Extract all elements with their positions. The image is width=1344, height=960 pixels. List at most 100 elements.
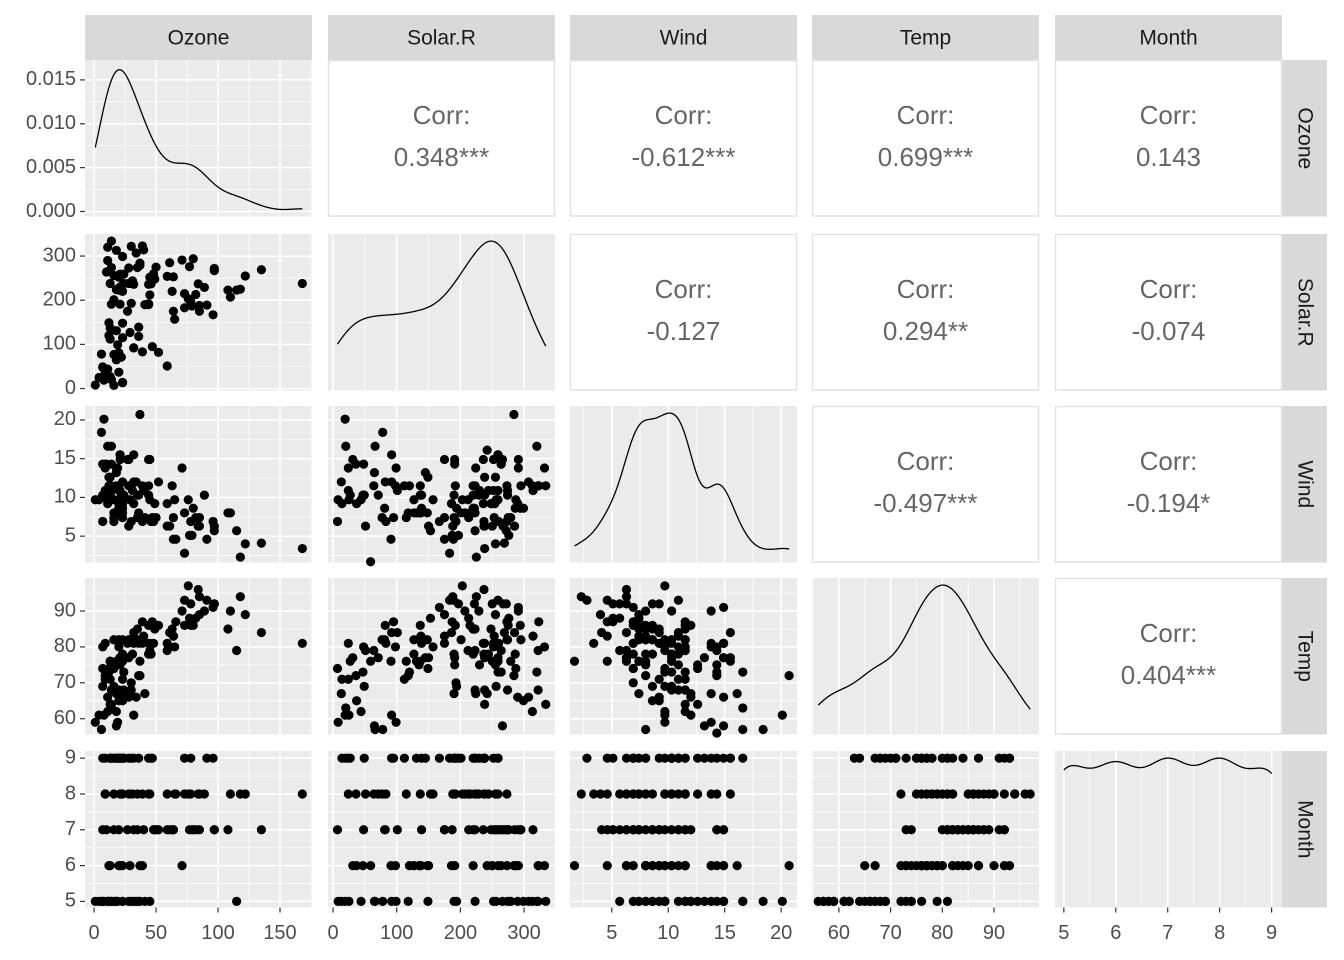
point: [336, 477, 346, 487]
point: [901, 896, 911, 907]
point: [641, 724, 651, 735]
column-strip-label: Wind: [660, 27, 708, 50]
point: [100, 638, 110, 648]
point: [654, 674, 664, 684]
point: [225, 508, 236, 518]
point: [503, 620, 513, 630]
density-curve: [1063, 757, 1273, 774]
point: [493, 495, 503, 505]
point: [582, 753, 592, 763]
correlation-panel: [1054, 59, 1283, 217]
point: [122, 306, 133, 316]
point: [527, 706, 537, 717]
point: [115, 450, 125, 460]
point: [654, 825, 664, 835]
point: [448, 789, 458, 799]
point: [117, 896, 128, 907]
point: [151, 262, 161, 272]
point: [179, 303, 190, 313]
point: [504, 613, 514, 623]
point: [513, 602, 523, 613]
point: [399, 481, 409, 491]
point: [256, 538, 267, 548]
point: [621, 592, 632, 602]
point: [103, 255, 113, 266]
point: [534, 617, 544, 627]
point: [162, 271, 172, 281]
point: [513, 692, 523, 702]
point: [1020, 789, 1030, 799]
point: [917, 753, 927, 763]
point: [240, 610, 250, 620]
point: [98, 681, 108, 692]
point: [135, 656, 145, 666]
point: [654, 696, 664, 706]
point: [333, 717, 343, 727]
point: [135, 860, 145, 871]
point: [706, 688, 716, 699]
point: [621, 789, 632, 799]
point: [628, 860, 638, 871]
row-strip: [1282, 578, 1327, 735]
point: [377, 635, 387, 645]
point: [673, 642, 684, 652]
point: [351, 459, 361, 469]
point: [451, 896, 462, 907]
point: [448, 595, 459, 605]
point: [502, 685, 513, 695]
point: [450, 753, 460, 763]
point: [134, 638, 144, 648]
point: [168, 512, 178, 523]
correlation-title: Corr:: [897, 100, 955, 130]
point: [725, 753, 735, 763]
point: [439, 638, 450, 648]
point: [409, 635, 419, 645]
point: [399, 674, 409, 684]
point: [686, 896, 696, 907]
point: [718, 638, 729, 648]
point: [194, 300, 205, 311]
point: [403, 896, 413, 907]
row-strip-label: Ozone: [1293, 107, 1316, 169]
point: [718, 653, 729, 663]
point: [390, 642, 401, 652]
point: [532, 896, 542, 907]
point: [621, 653, 632, 663]
point: [471, 789, 481, 799]
point: [105, 334, 115, 344]
point: [968, 825, 978, 835]
point: [420, 468, 430, 478]
point: [125, 860, 135, 871]
point: [117, 251, 128, 262]
point: [232, 526, 242, 536]
point: [784, 671, 794, 681]
point: [532, 441, 542, 451]
point: [718, 896, 729, 907]
x-tick-label: 70: [879, 922, 901, 944]
point: [380, 620, 390, 630]
point: [235, 284, 245, 294]
point: [202, 300, 212, 310]
point: [98, 490, 108, 500]
point: [706, 606, 716, 616]
point: [870, 896, 880, 907]
density-curve: [817, 584, 1031, 710]
point: [777, 710, 787, 720]
point: [416, 825, 427, 835]
point: [854, 896, 865, 907]
point: [105, 490, 115, 500]
point: [641, 896, 651, 907]
point: [165, 258, 175, 268]
point: [145, 290, 155, 300]
point: [122, 825, 133, 835]
point: [256, 627, 267, 638]
panel-background: [1055, 751, 1282, 908]
point: [359, 490, 369, 500]
point: [162, 789, 172, 799]
correlation-title: Corr:: [1140, 446, 1198, 476]
x-tick-label: 100: [380, 922, 413, 944]
point: [332, 663, 343, 674]
point: [447, 825, 457, 835]
point: [94, 896, 104, 907]
point: [602, 789, 612, 799]
